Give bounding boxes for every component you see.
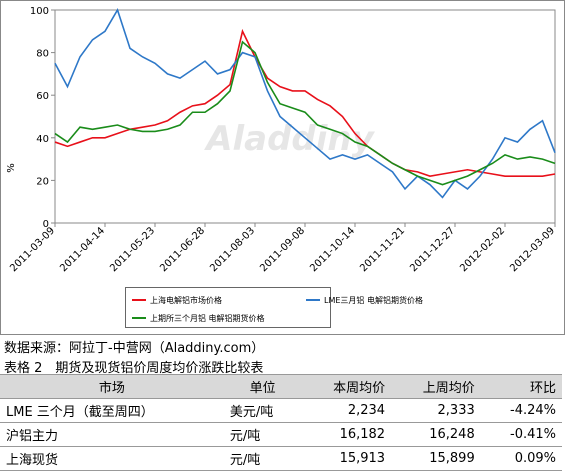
table-cell: 2,234 — [301, 398, 392, 423]
y-tick-label: 80 — [36, 49, 49, 60]
legend-label: 上海电解铝市场价格 — [150, 295, 222, 305]
legend-label: 上期所三个月铝 电解铝期货价格 — [150, 313, 265, 323]
x-tick-label: 2012-02-02 — [458, 225, 507, 274]
table-header: 上周均价 — [391, 374, 481, 399]
x-tick-label: 2011-05-23 — [108, 225, 157, 274]
table-header: 单位 — [223, 374, 302, 399]
legend-label: LME三月铝 电解铝期货价格 — [324, 295, 423, 305]
series-line — [54, 40, 556, 186]
series-line — [54, 28, 556, 177]
x-tick-label: 2011-08-03 — [208, 225, 257, 274]
legend — [125, 287, 331, 328]
table-cell: 美元/吨 — [223, 398, 302, 423]
y-tick-label: 100 — [30, 6, 49, 17]
table-cell: 沪铝主力 — [0, 422, 224, 447]
source: 数据来源：阿拉丁-中营网（Aladdiny.com） — [4, 341, 265, 356]
x-tick-label: 2011-10-14 — [308, 225, 357, 274]
table-cell: -0.41% — [480, 422, 562, 447]
x-tick-label: 2011-06-28 — [158, 225, 207, 274]
x-tick-label: 2011-09-08 — [258, 225, 307, 274]
table-cell: 16,182 — [301, 422, 392, 447]
y-tick-label: 20 — [36, 176, 49, 187]
y-axis-label: % — [6, 163, 17, 173]
caption: 表格 2 期货及现货铝价周度均价涨跌比较表 — [4, 361, 264, 376]
x-tick-label: 2011-12-27 — [408, 225, 457, 274]
table-cell: LME 三个月（截至周四） — [0, 398, 224, 423]
watermark: Aladdiny — [203, 119, 375, 159]
table-header: 市场 — [0, 374, 224, 399]
table-row: LME 三个月（截至周四） 美元/吨 2,234 2,333 -4.24% — [0, 398, 562, 423]
plot-area — [54, 9, 556, 224]
chart-frame — [0, 0, 565, 335]
chart: Aladdiny % 0 20 40 60 80 100 2011-03-09 2011-04… — [0, 0, 565, 335]
table-header: 环比 — [480, 374, 562, 399]
table-row: 沪铝主力 元/吨 16,182 16,248 -0.41% — [0, 422, 562, 447]
x-tick-label: 2012-03-09 — [508, 225, 557, 274]
x-tick-label: 2011-11-21 — [358, 225, 407, 274]
table-cell: 元/吨 — [223, 422, 302, 447]
y-tick-label: 60 — [36, 91, 49, 102]
x-tick-label: 2011-04-14 — [58, 225, 107, 274]
table-header: 本周均价 — [301, 374, 392, 399]
series-line — [54, 8, 556, 199]
y-tick-label: 0 — [43, 219, 49, 230]
table: 市场 单位 本周均价 上周均价 环比 LME 三个月（截至周四） 美元/吨 2,234 2,33… — [0, 374, 562, 471]
table-cell: 16,248 — [391, 422, 481, 447]
x-tick-label: 2011-03-09 — [8, 225, 57, 274]
table-cell: -4.24% — [480, 398, 562, 423]
table-cell: 2,333 — [391, 398, 481, 423]
y-tick-label: 40 — [36, 134, 49, 145]
